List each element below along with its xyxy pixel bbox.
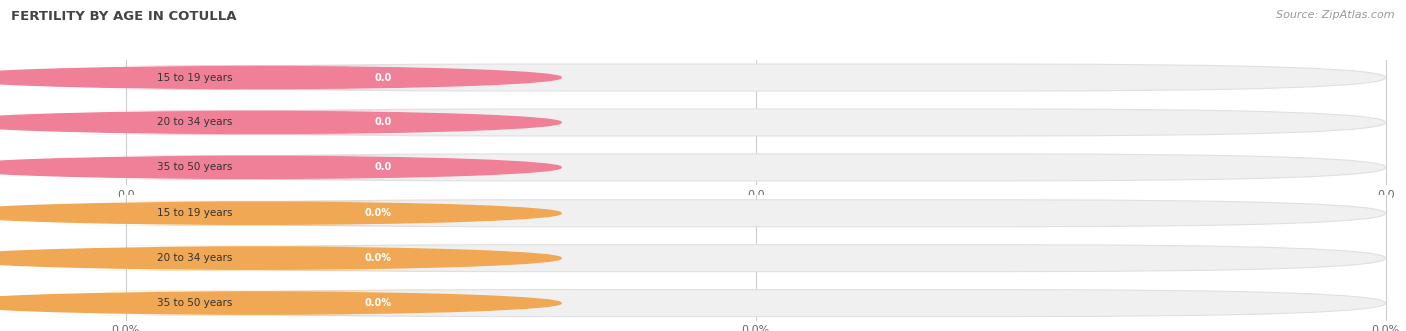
Text: 0.0: 0.0 <box>374 72 392 82</box>
Text: 0.0%: 0.0% <box>364 298 392 308</box>
FancyBboxPatch shape <box>56 246 465 270</box>
FancyBboxPatch shape <box>56 155 465 180</box>
Text: 0.0: 0.0 <box>374 163 392 172</box>
Circle shape <box>0 156 561 178</box>
Circle shape <box>0 292 561 314</box>
Circle shape <box>0 67 561 89</box>
FancyBboxPatch shape <box>125 64 1386 91</box>
Text: 15 to 19 years: 15 to 19 years <box>157 208 233 218</box>
Text: FERTILITY BY AGE IN COTULLA: FERTILITY BY AGE IN COTULLA <box>11 10 236 23</box>
FancyBboxPatch shape <box>56 291 465 315</box>
Text: 20 to 34 years: 20 to 34 years <box>157 118 232 127</box>
Circle shape <box>0 112 561 133</box>
Text: 20 to 34 years: 20 to 34 years <box>157 253 232 263</box>
Text: 0.0%: 0.0% <box>364 253 392 263</box>
Circle shape <box>0 247 561 269</box>
FancyBboxPatch shape <box>125 109 1386 136</box>
FancyBboxPatch shape <box>56 65 465 90</box>
FancyBboxPatch shape <box>56 110 465 135</box>
Text: 0.0: 0.0 <box>374 118 392 127</box>
Text: 0.0%: 0.0% <box>364 208 392 218</box>
Circle shape <box>0 202 561 224</box>
Text: 35 to 50 years: 35 to 50 years <box>157 163 232 172</box>
FancyBboxPatch shape <box>125 290 1386 316</box>
FancyBboxPatch shape <box>125 245 1386 272</box>
FancyBboxPatch shape <box>125 154 1386 181</box>
Text: 35 to 50 years: 35 to 50 years <box>157 298 232 308</box>
FancyBboxPatch shape <box>125 200 1386 227</box>
Text: 15 to 19 years: 15 to 19 years <box>157 72 233 82</box>
Text: Source: ZipAtlas.com: Source: ZipAtlas.com <box>1277 10 1395 20</box>
FancyBboxPatch shape <box>56 201 465 226</box>
